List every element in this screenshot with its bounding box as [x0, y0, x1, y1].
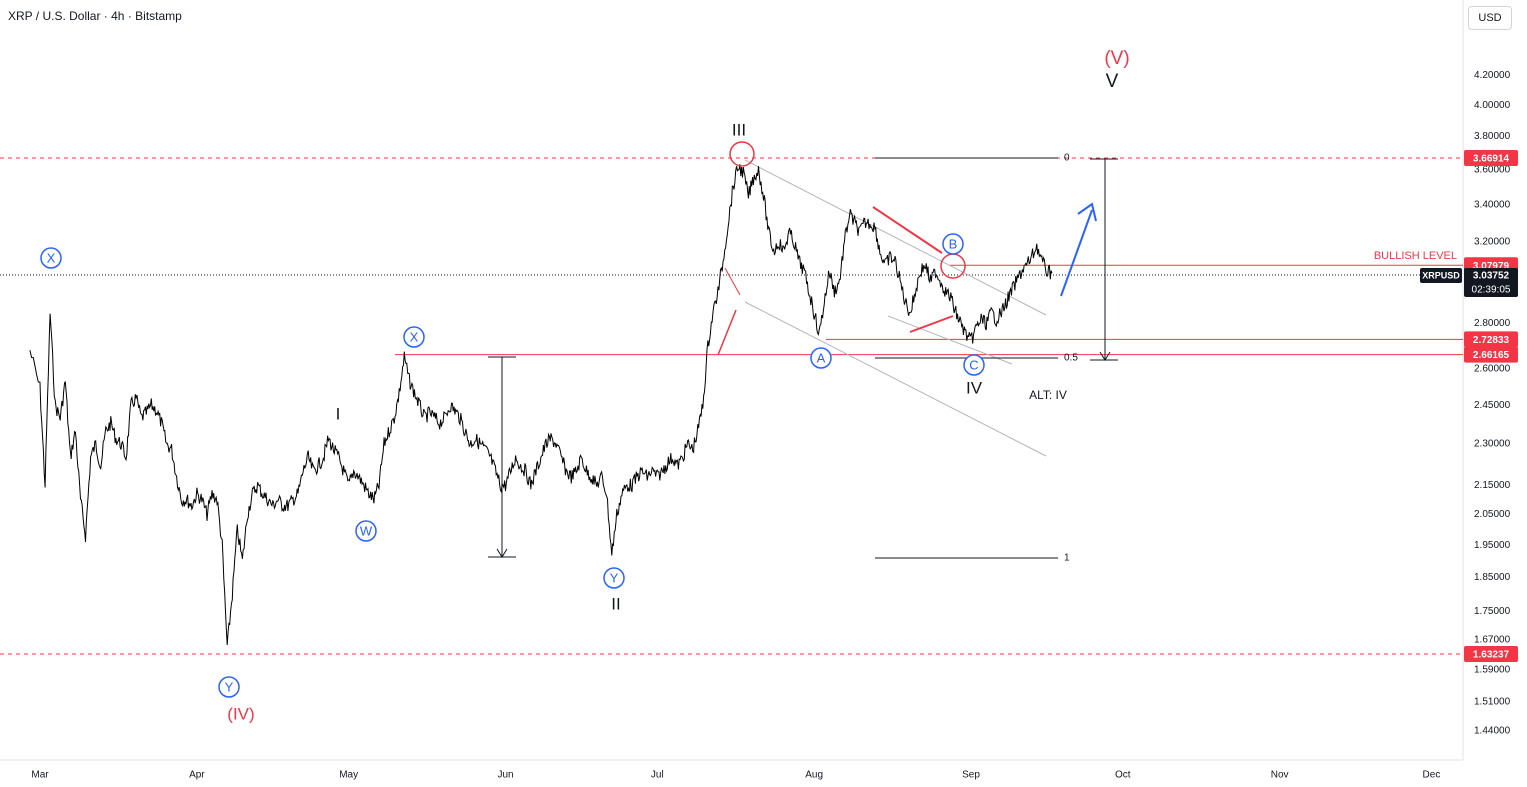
wave-x-label-2: X — [410, 329, 419, 344]
price-badge — [1464, 646, 1518, 662]
price-tick-label: 2.30000 — [1474, 439, 1511, 450]
wave-iii-label: III — [732, 120, 746, 139]
impulse-red-tick — [724, 267, 741, 296]
wave-b-label-ring — [942, 233, 964, 255]
wave-w-label: W — [360, 523, 373, 538]
wave-a-label: A — [817, 350, 826, 365]
alt-wave-note: ALT: IV — [1029, 388, 1067, 402]
symbol-tag — [1420, 268, 1462, 283]
time-tick-label: Dec — [1423, 770, 1441, 781]
price-tick-label: 1.44000 — [1474, 725, 1511, 736]
time-tick-label: Jul — [651, 770, 664, 781]
price-badge — [1464, 346, 1518, 363]
wave-x-label-2-ring — [403, 326, 425, 348]
time-tick-label: Sep — [962, 770, 980, 781]
price-badge — [1464, 331, 1518, 348]
time-tick-label: Mar — [31, 770, 49, 781]
price-tick-label: 1.75000 — [1474, 606, 1511, 617]
wave-v-major-label: (V) — [1104, 48, 1129, 69]
wedge-lower-red-line — [909, 315, 954, 333]
top-highlight-circle — [729, 141, 755, 167]
wave-y-label-2: Y — [610, 570, 619, 585]
wedge-upper-red-line — [872, 206, 943, 254]
projection-arrowhead — [1077, 202, 1097, 222]
price-tick-label: 3.60000 — [1474, 164, 1511, 175]
price-badge-label: 3.07979 — [1473, 261, 1510, 272]
time-tick-label: Nov — [1271, 770, 1289, 781]
measure-arrowhead — [496, 548, 508, 558]
symbol-title: XRP / U.S. Dollar · 4h · Bitstamp — [8, 9, 182, 23]
wave-x-label-1-ring — [40, 247, 62, 269]
wave-y-label-1-ring — [218, 676, 240, 698]
target-arrowhead — [1099, 351, 1111, 361]
wave-y-label-2-ring — [603, 567, 625, 589]
time-tick-label: Jun — [497, 770, 513, 781]
time-tick-label: Aug — [805, 770, 823, 781]
fib-0-label: 0 — [1064, 153, 1070, 164]
wave-iv-label: IV — [966, 378, 983, 397]
wave-y-label-1: Y — [225, 679, 234, 694]
price-tick-label: 1.67000 — [1474, 635, 1511, 646]
last-price-badge — [1464, 268, 1518, 297]
price-tick-label: 1.51000 — [1474, 696, 1511, 707]
wave-x-label-1: X — [47, 250, 56, 265]
wave-a-label-ring — [810, 347, 832, 369]
price-tick-label: 1.59000 — [1474, 665, 1511, 676]
channel-lower-line — [744, 301, 1047, 457]
price-tick-label: 2.45000 — [1474, 400, 1511, 411]
price-tick-label: 1.95000 — [1474, 540, 1511, 551]
price-line — [29, 164, 1053, 646]
fib-1-label: 1 — [1064, 553, 1070, 564]
price-series — [29, 164, 1053, 646]
symbol-tag-label: XRPUSD — [1422, 270, 1460, 280]
wave-ii-label: II — [611, 594, 620, 613]
price-tick-label: 2.80000 — [1474, 318, 1511, 329]
currency-button[interactable]: USD — [1468, 6, 1512, 30]
wave-iv-major-label: (IV) — [227, 704, 254, 723]
last-price-label: 3.03752 — [1473, 271, 1510, 282]
breakout-highlight-circle — [940, 253, 966, 279]
wave-c-label: C — [969, 357, 978, 372]
channel-upper-line — [744, 159, 1047, 316]
time-tick-label: May — [339, 770, 358, 781]
fib-05-label: 0.5 — [1064, 353, 1078, 364]
price-tick-label: 2.15000 — [1474, 480, 1511, 491]
price-tick-label: 3.80000 — [1474, 131, 1511, 142]
bullish-level-label: BULLISH LEVEL — [1374, 250, 1457, 262]
wave-w-label-ring — [355, 520, 377, 542]
impulse-red-line — [717, 309, 737, 356]
wave-v-label: V — [1106, 71, 1119, 92]
price-tick-label: 3.20000 — [1474, 236, 1511, 247]
wave-i-label: I — [336, 404, 341, 423]
time-tick-label: Apr — [189, 770, 205, 781]
price-tick-label: 2.60000 — [1474, 364, 1511, 375]
wedge-lower-line — [887, 315, 1013, 365]
price-tick-label: 3.40000 — [1474, 199, 1511, 210]
price-badge — [1464, 150, 1518, 166]
countdown-label: 02:39:05 — [1472, 285, 1511, 296]
price-badge-label: 2.72833 — [1473, 335, 1510, 346]
price-tick-label: 2.05000 — [1474, 509, 1511, 520]
price-badge-label: 3.66914 — [1473, 154, 1510, 165]
price-badge-label: 2.66165 — [1473, 350, 1510, 361]
price-tick-label: 4.00000 — [1474, 100, 1511, 111]
price-tick-label: 4.20000 — [1474, 70, 1511, 81]
price-badge-label: 1.63237 — [1473, 650, 1510, 661]
wave-c-label-ring — [963, 354, 985, 376]
time-tick-label: Oct — [1115, 770, 1131, 781]
projection-arrow-shaft — [1060, 209, 1093, 297]
price-tick-label: 1.85000 — [1474, 572, 1511, 583]
wave-b-label: B — [949, 236, 958, 251]
